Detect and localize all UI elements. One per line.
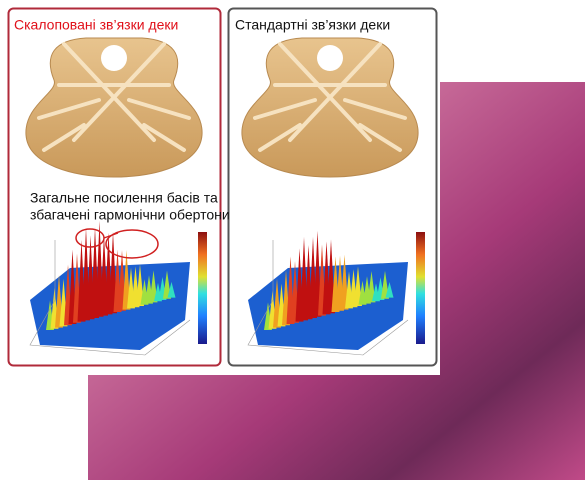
spectrogram-peak	[385, 281, 394, 298]
panel-title: Скалоповані зв’язки деки	[14, 17, 178, 33]
brace	[258, 123, 302, 152]
annotation-line: Загальне посилення басів та	[30, 190, 218, 206]
illustrations	[25, 37, 425, 356]
panel-title: Стандартні зв’язки деки	[235, 17, 390, 33]
brace	[142, 123, 186, 152]
soundhole	[317, 45, 343, 71]
brace	[343, 98, 407, 120]
brace	[37, 98, 101, 120]
highlight	[105, 229, 159, 259]
brace	[72, 42, 166, 142]
colorbar	[416, 232, 425, 344]
guitar-top	[25, 37, 203, 178]
brace	[358, 123, 402, 152]
brace	[278, 42, 372, 142]
colorbar	[198, 232, 207, 344]
highlight-pointer	[103, 232, 119, 239]
brace	[62, 42, 156, 142]
spectrogram-peak	[167, 281, 176, 298]
guitar-top	[241, 37, 419, 178]
brace	[127, 98, 191, 120]
annotation-line: збагачені гармонічни обертони	[30, 207, 230, 223]
brace	[42, 123, 86, 152]
brace	[253, 98, 317, 120]
brace	[288, 42, 382, 142]
axes	[247, 240, 409, 356]
axes	[29, 240, 191, 356]
soundhole	[101, 45, 127, 71]
